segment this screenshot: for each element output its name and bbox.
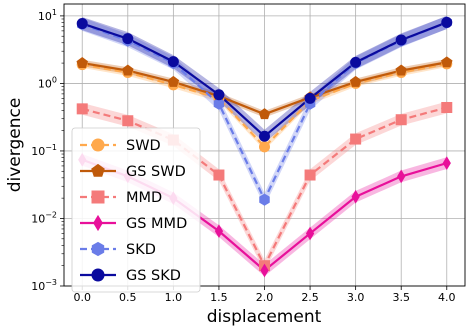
- marker-mmd: [122, 115, 134, 127]
- marker-gs-mmd: [260, 263, 269, 278]
- marker-mmd: [350, 133, 362, 145]
- marker-gs-skd: [350, 56, 362, 68]
- marker-gs-swd: [76, 57, 88, 68]
- marker-gs-swd: [349, 75, 362, 87]
- legend-marker-gs-mmd: [93, 214, 103, 232]
- legend-label-skd: SKD: [126, 242, 156, 258]
- x-tick-label: 4.0: [438, 291, 456, 304]
- legend-label-gs-mmd: GS MMD: [126, 216, 187, 232]
- marker-gs-swd: [395, 64, 407, 76]
- x-tick-label: 2.5: [301, 291, 319, 304]
- x-tick-label: 1.0: [165, 291, 183, 304]
- marker-gs-mmd: [351, 189, 360, 204]
- y-tick-label: 10−1: [31, 143, 57, 158]
- y-tick-label: 101: [38, 8, 57, 23]
- legend-marker-swd: [91, 138, 105, 152]
- marker-gs-skd: [259, 130, 270, 142]
- marker-gs-mmd: [442, 156, 451, 171]
- marker-mmd: [441, 101, 453, 113]
- marker-mmd: [213, 169, 225, 181]
- y-tick-label: 10−3: [31, 278, 57, 293]
- x-tick-label: 3.5: [392, 291, 410, 304]
- marker-gs-swd: [258, 108, 271, 120]
- marker-skd: [213, 97, 225, 110]
- marker-gs-mmd: [305, 226, 315, 241]
- marker-gs-mmd: [397, 169, 406, 184]
- marker-mmd: [395, 114, 407, 126]
- legend-marker-skd: [91, 241, 105, 257]
- legend-label-gs-swd: GS SWD: [126, 164, 186, 180]
- line-swd: [82, 62, 447, 148]
- marker-gs-skd: [441, 16, 453, 28]
- marker-gs-swd: [122, 64, 134, 76]
- marker-mmd: [76, 103, 88, 115]
- marker-gs-swd: [167, 75, 180, 87]
- legend-label-swd: SWD: [126, 138, 161, 154]
- x-tick-label: 0.0: [73, 291, 91, 304]
- legend: SWD GS SWD MMD GS MMD SKD GS SKD: [71, 127, 201, 293]
- marker-gs-skd: [76, 18, 88, 30]
- marker-skd: [259, 193, 270, 206]
- x-tick-label: 0.5: [119, 291, 137, 304]
- marker-gs-skd: [395, 34, 407, 46]
- marker-gs-skd: [167, 56, 179, 68]
- y-tick-label: 10−2: [31, 210, 57, 225]
- y-axis-title: divergence: [5, 98, 25, 193]
- marker-gs-skd: [213, 89, 225, 101]
- legend-label-gs-skd: GS SKD: [126, 268, 181, 284]
- marker-mmd: [304, 169, 316, 181]
- legend-label-mmd: MMD: [126, 190, 162, 206]
- marker-gs-skd: [122, 33, 134, 45]
- marker-gs-mmd: [214, 224, 224, 238]
- x-tick-label: 1.5: [210, 291, 228, 304]
- x-tick-label: 2.0: [256, 291, 274, 304]
- legend-marker-mmd: [91, 190, 105, 204]
- marker-gs-skd: [304, 92, 316, 104]
- legend-marker-gs-swd: [91, 163, 105, 177]
- marker-gs-swd: [441, 56, 453, 68]
- legend-marker-gs-skd: [91, 268, 105, 282]
- axis-ticks: 0.0 0.5 1.0 1.5 2.0 2.5 3.0 3.5 4.0 101 100 10−1 10−…: [31, 8, 455, 304]
- y-tick-label: 100: [38, 75, 57, 90]
- x-axis-title: displacement: [207, 307, 322, 327]
- x-tick-label: 3.0: [347, 291, 365, 304]
- marker-swd: [259, 141, 270, 153]
